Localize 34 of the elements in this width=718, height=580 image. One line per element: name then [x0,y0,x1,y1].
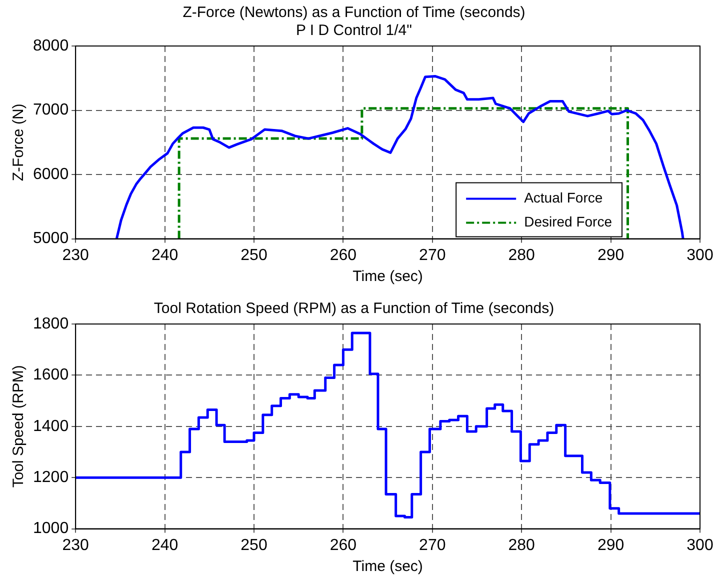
legend-label: Desired Force [524,214,612,230]
x-axis-title: Time (sec) [352,268,423,286]
y-tick-label: 1200 [33,469,69,486]
x-tick-label: 290 [597,246,624,264]
x-tick-label: 280 [508,536,536,554]
y-tick-label: 5000 [33,230,69,248]
y-tick-label: 8000 [33,37,69,54]
x-tick-label: 230 [62,246,90,264]
x-tick-label: 240 [151,246,178,264]
y-tick-label: 7000 [33,102,69,119]
y-tick-label: 1600 [33,366,69,384]
x-tick-label: 280 [508,246,536,264]
chart-subtitle: P I D Control 1/4" [296,22,412,40]
y-tick-label: 6000 [33,166,69,183]
legend-label: Actual Force [524,190,603,206]
x-tick-label: 260 [330,246,357,264]
x-tick-label: 250 [240,536,268,554]
x-tick-label: 300 [686,536,714,554]
chart-title: Z-Force (Newtons) as a Function of Time (seconds) [182,4,526,22]
x-tick-label: 260 [330,536,357,554]
y-axis-title: Tool Speed (RPM) [10,365,28,488]
x-tick-label: 240 [151,536,178,554]
x-tick-label: 270 [419,246,446,264]
x-tick-label: 250 [240,246,268,264]
x-tick-label: 290 [597,536,624,554]
y-axis-title: Z-Force (N) [10,104,28,182]
x-tick-label: 230 [62,536,90,554]
y-tick-label: 1800 [33,315,69,332]
x-tick-label: 270 [419,536,446,554]
y-tick-label: 1400 [33,418,69,435]
x-axis-title: Time (sec) [352,558,423,576]
chart-title: Tool Rotation Speed (RPM) as a Function of Time (seconds) [154,300,554,318]
y-tick-label: 1000 [33,520,69,538]
x-tick-label: 300 [686,246,714,264]
